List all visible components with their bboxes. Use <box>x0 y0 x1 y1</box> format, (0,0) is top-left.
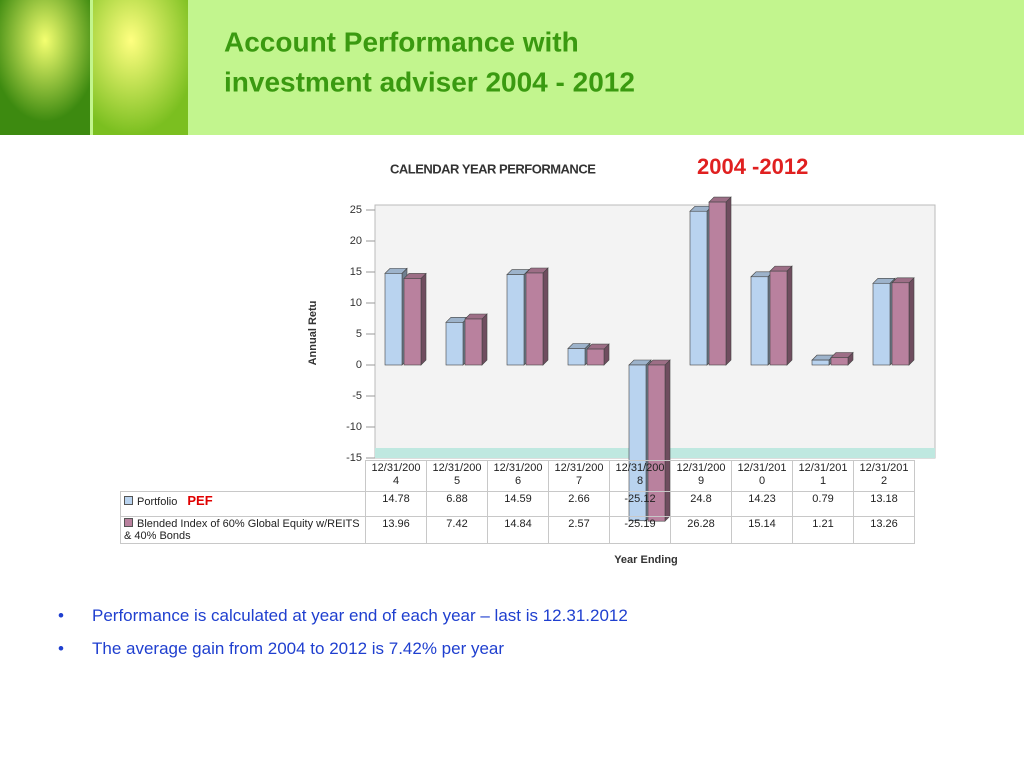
data-label: 14.23 <box>731 491 793 517</box>
x-tick-label: 12/31/2008 <box>609 460 671 492</box>
chart-subtitle: 2004 -2012 <box>697 154 808 179</box>
data-label: 14.59 <box>487 491 549 517</box>
legend-label: Portfolio <box>137 496 178 508</box>
data-label: 13.18 <box>853 491 915 517</box>
y-tick-label: -10 <box>346 421 362 433</box>
bar <box>445 322 464 366</box>
bar <box>384 273 403 366</box>
x-tick-label: 12/31/2007 <box>548 460 610 492</box>
data-label: 24.8 <box>670 491 732 517</box>
y-tick-label: 15 <box>350 266 362 278</box>
bar <box>811 359 830 366</box>
y-tick-label: -5 <box>352 390 362 402</box>
slide-title: Account Performance with <box>224 26 579 57</box>
bar <box>708 201 727 366</box>
data-label: 7.42 <box>426 516 488 544</box>
x-tick-label: 12/31/2006 <box>487 460 549 492</box>
y-tick-label: 0 <box>356 359 362 371</box>
x-tick-label: 12/31/2012 <box>853 460 915 492</box>
bar <box>891 282 910 366</box>
data-label: 6.88 <box>426 491 488 517</box>
data-label: 2.66 <box>548 491 610 517</box>
y-tick-label: 10 <box>350 297 362 309</box>
bar <box>506 274 525 366</box>
data-label: 14.78 <box>365 491 427 517</box>
y-tick-label: -15 <box>346 452 362 464</box>
x-axis-label: Year Ending <box>614 554 678 566</box>
data-label: -25.19 <box>609 516 671 544</box>
bar <box>769 270 788 366</box>
data-table: 12/31/2004 12/31/2005 12/31/2006 12/31/2007… <box>120 460 915 544</box>
x-tick-label: 12/31/2009 <box>670 460 732 492</box>
y-tick-label: 20 <box>350 235 362 247</box>
data-label: 1.21 <box>792 516 854 544</box>
table-header-row: 12/31/2004 12/31/2005 12/31/2006 12/31/2007… <box>121 460 915 492</box>
bar-side <box>542 267 549 366</box>
legend-tag: PEF <box>187 493 213 508</box>
legend-entry: Portfolio PEF <box>120 491 366 517</box>
bar <box>525 272 544 366</box>
bar-side <box>420 272 427 366</box>
x-tick-label: 12/31/2010 <box>731 460 793 492</box>
bar-side <box>786 265 793 366</box>
y-tick-label: 5 <box>356 328 362 340</box>
data-label: 26.28 <box>670 516 732 544</box>
bullet-text: Performance is calculated at year end of… <box>92 606 628 625</box>
x-tick-label: 12/31/2004 <box>365 460 427 492</box>
data-label: 14.84 <box>487 516 549 544</box>
data-label: 13.96 <box>365 516 427 544</box>
bar <box>689 210 708 366</box>
bar <box>403 278 422 366</box>
table-row: Blended Index of 60% Global Equity w/REI… <box>120 516 915 544</box>
header-image <box>93 0 188 135</box>
bar-side <box>908 277 915 366</box>
x-tick-label: 12/31/2011 <box>792 460 854 492</box>
legend-entry: Blended Index of 60% Global Equity w/REI… <box>120 516 366 544</box>
legend-swatch <box>124 496 133 505</box>
data-label: 13.26 <box>853 516 915 544</box>
bar <box>872 282 891 366</box>
header-image <box>0 0 90 135</box>
bar <box>750 276 769 366</box>
chart-title: CALENDAR YEAR PERFORMANCE <box>390 161 596 176</box>
bar-side <box>725 196 732 366</box>
data-label: 15.14 <box>731 516 793 544</box>
y-tick-label: 25 <box>350 204 362 216</box>
bar-side <box>481 313 488 366</box>
bar <box>567 348 586 366</box>
legend-swatch <box>124 518 133 527</box>
bullet-text: The average gain from 2004 to 2012 is 7.… <box>92 639 505 658</box>
bar <box>586 348 605 366</box>
x-tick-label: 12/31/2005 <box>426 460 488 492</box>
bar <box>830 357 849 366</box>
data-label: -25.12 <box>609 491 671 517</box>
bar <box>464 318 483 366</box>
y-axis-label: Annual Retu <box>307 301 319 366</box>
data-label: 0.79 <box>792 491 854 517</box>
legend-label: Blended Index of 60% Global Equity w/REI… <box>124 518 360 542</box>
slide-title: investment adviser 2004 - 2012 <box>224 66 635 97</box>
table-row: Portfolio PEF 14.78 6.88 14.59 2.66 -25.12 24.8… <box>120 491 915 517</box>
table-corner <box>121 461 366 492</box>
data-label: 2.57 <box>548 516 610 544</box>
